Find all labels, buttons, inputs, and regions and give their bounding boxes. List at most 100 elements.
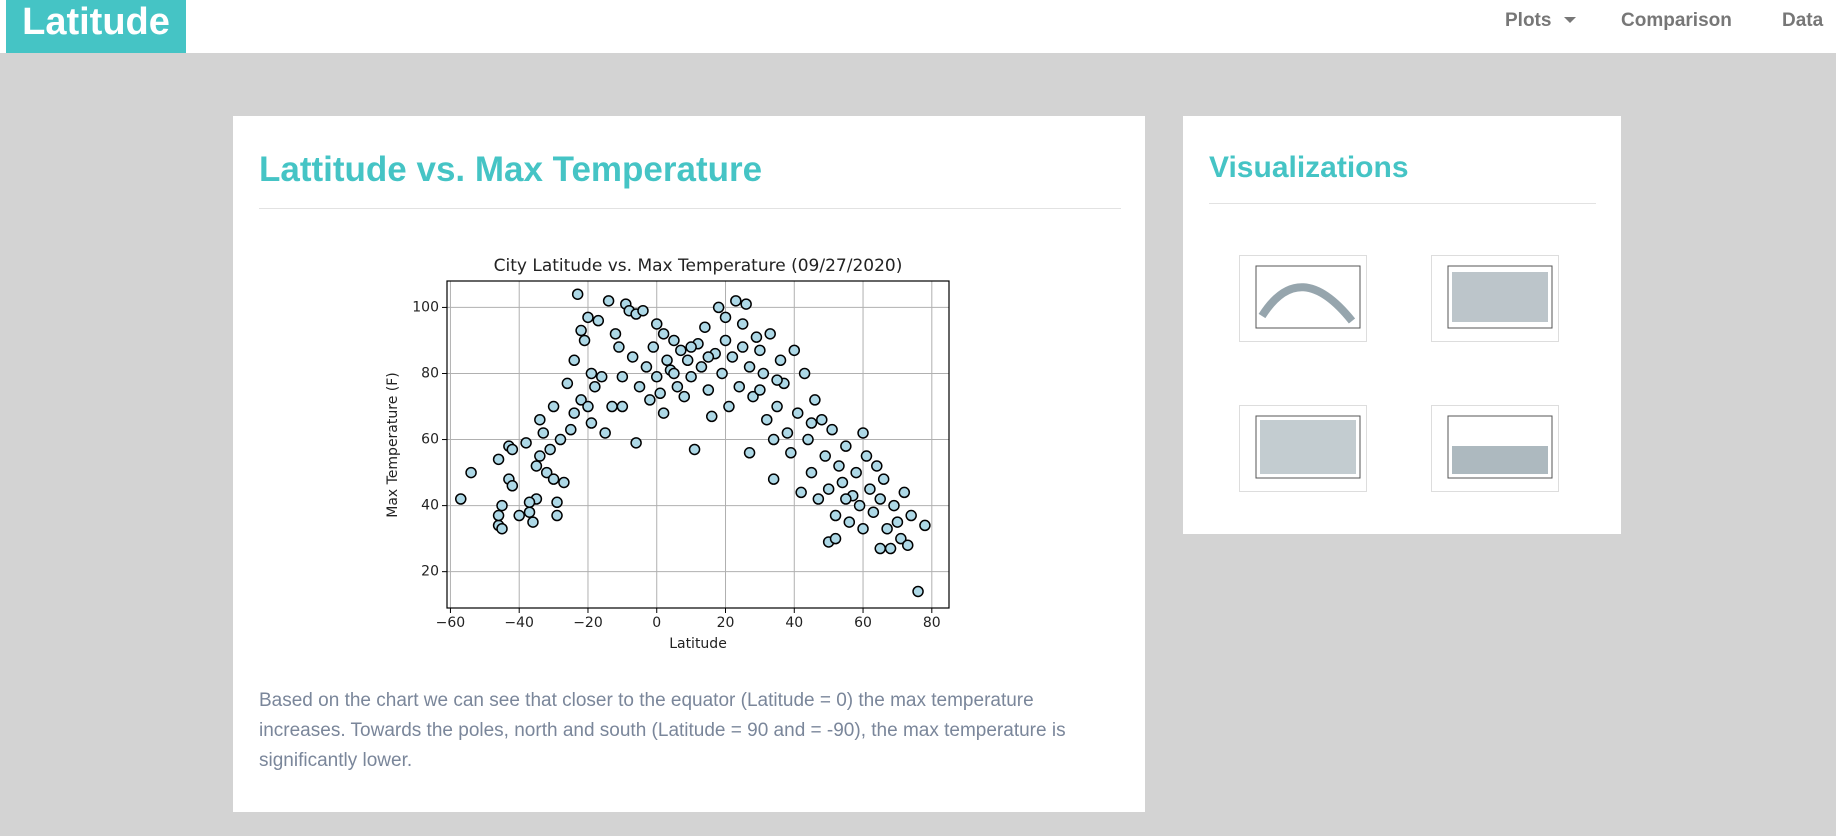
point	[640, 361, 653, 373]
point	[668, 367, 680, 380]
point	[836, 476, 849, 489]
y-tick-label: 60	[421, 432, 439, 448]
point	[871, 460, 883, 472]
x-tick-label: 0	[652, 615, 661, 631]
point	[719, 334, 732, 347]
point	[840, 440, 852, 452]
point	[637, 304, 649, 317]
point	[534, 413, 546, 426]
point	[575, 394, 587, 406]
point	[912, 585, 924, 598]
point	[585, 417, 598, 429]
point	[747, 390, 759, 403]
point	[589, 380, 601, 393]
point	[616, 371, 629, 383]
point	[496, 499, 508, 512]
point	[843, 516, 856, 528]
point	[884, 542, 897, 555]
point	[850, 466, 862, 479]
thumbnail[interactable]	[1431, 255, 1559, 342]
point	[860, 450, 873, 462]
point	[613, 341, 625, 353]
point	[743, 361, 756, 373]
point	[905, 509, 917, 522]
y-tick-label: 80	[421, 365, 439, 381]
point	[761, 413, 773, 426]
point	[771, 374, 783, 386]
point	[733, 380, 746, 393]
point	[829, 532, 842, 545]
point	[492, 509, 505, 522]
point	[740, 298, 752, 310]
point	[626, 351, 639, 363]
point	[719, 311, 732, 324]
point	[802, 433, 814, 446]
point	[833, 460, 845, 472]
point	[695, 361, 708, 373]
point	[781, 427, 794, 439]
point	[671, 380, 684, 393]
divider	[259, 208, 1121, 209]
point	[829, 509, 842, 522]
main-heading: Lattitude vs. Max Temperature	[259, 150, 763, 189]
point	[575, 324, 587, 337]
x-tick-label: 40	[785, 615, 803, 631]
point	[537, 427, 550, 439]
point	[805, 466, 818, 479]
point	[785, 447, 797, 459]
point	[706, 410, 718, 423]
point	[657, 407, 670, 419]
point	[898, 486, 911, 499]
point	[819, 450, 831, 462]
point	[455, 493, 467, 505]
point	[554, 433, 567, 446]
point	[788, 344, 801, 357]
point	[609, 328, 622, 340]
thumbnail[interactable]	[1239, 405, 1367, 492]
point	[888, 499, 900, 512]
thumbnail[interactable]	[1431, 405, 1559, 492]
point	[723, 400, 735, 413]
point	[685, 341, 697, 353]
brand[interactable]: Latitude	[6, 0, 186, 53]
point	[582, 311, 594, 324]
point	[688, 443, 701, 456]
point	[716, 367, 728, 380]
point	[895, 532, 907, 545]
point	[668, 334, 680, 347]
point	[805, 417, 818, 429]
point	[595, 371, 608, 383]
chart: City Latitude vs. Max Temperature (09/27…	[385, 256, 950, 652]
point	[857, 522, 869, 535]
point	[812, 493, 825, 505]
point	[551, 509, 563, 522]
point	[633, 380, 646, 393]
point	[644, 394, 656, 406]
point	[544, 443, 556, 456]
point	[726, 351, 739, 363]
point	[492, 453, 505, 466]
point	[877, 473, 890, 485]
y-axis-label: Max Temperature (F)	[385, 372, 401, 518]
point	[630, 437, 642, 449]
point	[702, 384, 715, 396]
caret	[1564, 17, 1576, 23]
point	[571, 288, 584, 300]
nav-link[interactable]: Comparison	[1621, 10, 1732, 31]
thumbnail[interactable]	[1239, 255, 1367, 342]
nav-link[interactable]: Data	[1782, 10, 1824, 31]
point	[736, 341, 749, 353]
point	[506, 480, 519, 492]
x-tick-label: 80	[923, 615, 941, 631]
y-tick-label: 20	[421, 564, 439, 580]
nav-link[interactable]: Plots	[1505, 10, 1552, 31]
point	[523, 506, 536, 518]
sidebar-heading: Visualizations	[1209, 151, 1409, 184]
x-tick-label: 60	[854, 615, 872, 631]
point	[822, 483, 835, 495]
point	[857, 427, 869, 439]
point	[767, 433, 780, 446]
point	[699, 321, 711, 333]
point	[551, 496, 563, 509]
